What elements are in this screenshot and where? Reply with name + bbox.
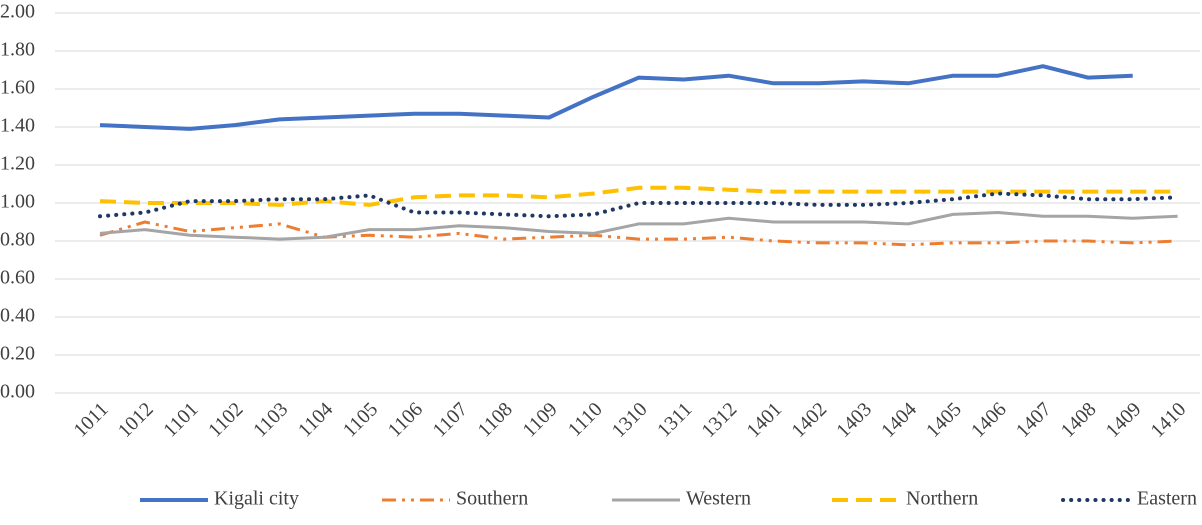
x-tick-label: 1311 [653,398,696,441]
x-tick-label: 1108 [474,398,517,441]
x-tick-label: 1110 [564,398,607,441]
x-tick-label: 1105 [339,398,382,441]
x-tick-label: 1012 [114,398,158,442]
x-tick-label: 1109 [518,398,561,441]
x-tick-label: 1310 [608,398,652,442]
x-tick-label: 1410 [1147,398,1191,442]
x-tick-label: 1406 [967,398,1011,442]
y-tick-label: 2.00 [0,1,35,23]
x-tick-label: 1403 [832,398,876,442]
y-tick-label: 0.20 [0,343,35,365]
x-tick-label: 1103 [249,398,292,441]
y-tick-label: 0.40 [0,305,35,327]
y-tick-label: 1.20 [0,153,35,175]
y-tick-label: 1.40 [0,115,35,137]
x-tick-label: 1106 [384,398,427,441]
series-line [99,64,1133,131]
y-tick-label: 1.00 [0,191,35,213]
y-tick-label: 0.80 [0,229,35,251]
series-line [99,185,1178,207]
x-tick-label: 1401 [742,398,786,442]
y-tick-label: 1.80 [0,39,35,61]
x-tick-label: 1102 [204,398,247,441]
x-tick-label: 1408 [1057,398,1101,442]
y-tick-label: 0.00 [0,381,35,403]
x-tick-label: 1107 [429,398,472,441]
x-tick-label: 1407 [1012,398,1056,442]
series-line [99,220,1178,247]
legend-label: Southern [456,488,528,510]
legend-label: Kigali city [214,488,299,510]
x-tick-label: 1402 [787,398,831,442]
legend-label: Eastern [1137,488,1197,510]
y-tick-label: 1.60 [0,77,35,99]
x-tick-label: 1409 [1102,398,1146,442]
x-tick-label: 1101 [159,398,202,441]
x-tick-label: 1404 [877,398,921,442]
legend-label: Northern [906,488,978,510]
series-line [99,211,1178,241]
y-tick-label: 0.60 [0,267,35,289]
x-tick-label: 1104 [294,398,337,441]
x-tick-label: 1011 [69,398,112,441]
x-tick-label: 1312 [698,398,742,442]
x-tick-label: 1405 [922,398,966,442]
legend-label: Western [686,488,751,510]
